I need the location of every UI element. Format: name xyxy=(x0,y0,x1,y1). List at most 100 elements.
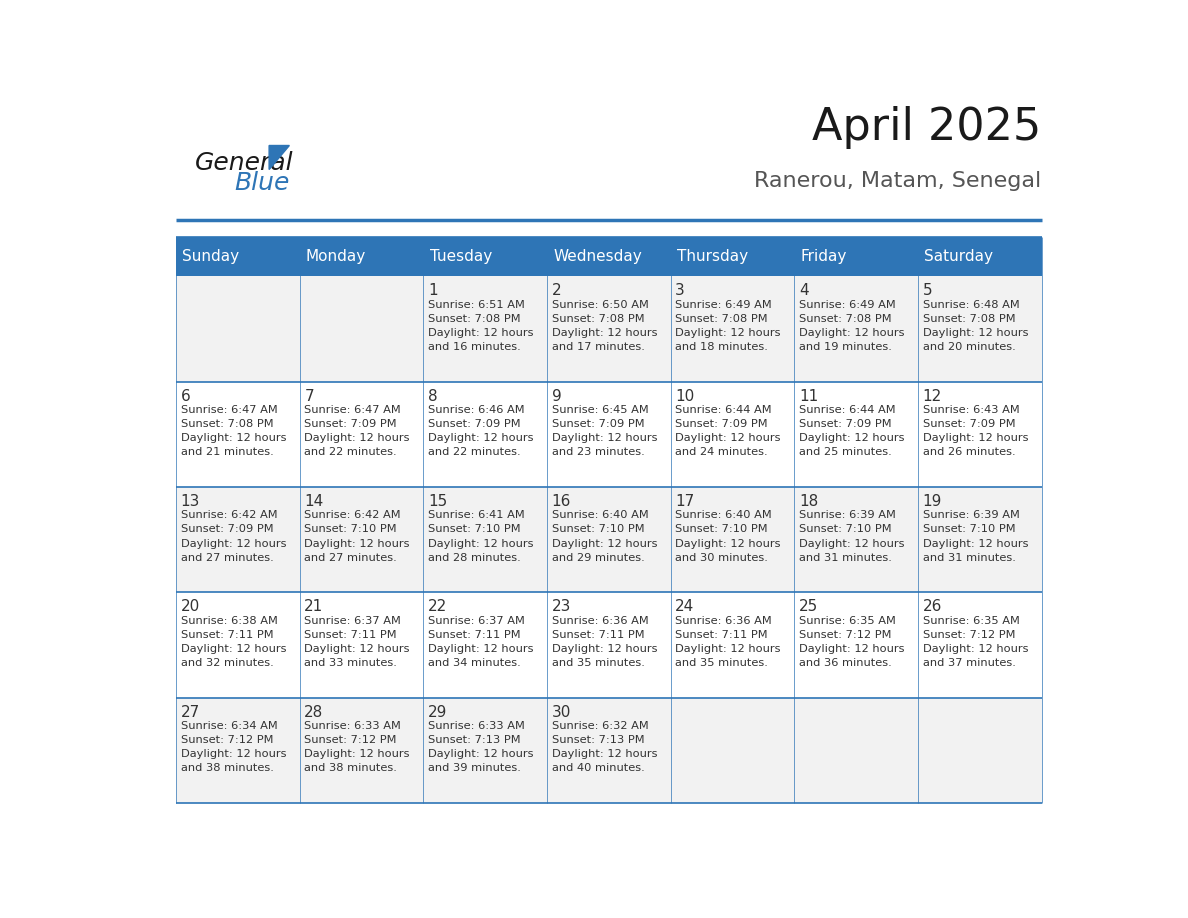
Text: 8: 8 xyxy=(428,388,437,404)
Text: Ranerou, Matam, Senegal: Ranerou, Matam, Senegal xyxy=(754,172,1042,192)
Text: Daylight: 12 hours: Daylight: 12 hours xyxy=(551,749,657,759)
Text: and 19 minutes.: and 19 minutes. xyxy=(798,342,892,352)
Text: and 23 minutes.: and 23 minutes. xyxy=(551,447,644,457)
Bar xyxy=(795,592,918,698)
Text: Sunday: Sunday xyxy=(182,250,240,264)
Text: Sunset: 7:12 PM: Sunset: 7:12 PM xyxy=(923,630,1015,640)
Text: Sunrise: 6:37 AM: Sunrise: 6:37 AM xyxy=(428,616,525,625)
Text: Sunrise: 6:41 AM: Sunrise: 6:41 AM xyxy=(428,510,525,521)
Bar xyxy=(176,238,299,276)
Text: Daylight: 12 hours: Daylight: 12 hours xyxy=(675,644,781,654)
Text: Sunrise: 6:36 AM: Sunrise: 6:36 AM xyxy=(551,616,649,625)
Text: Sunset: 7:09 PM: Sunset: 7:09 PM xyxy=(551,419,644,429)
Text: Sunset: 7:08 PM: Sunset: 7:08 PM xyxy=(798,314,891,324)
Text: and 25 minutes.: and 25 minutes. xyxy=(798,447,892,457)
Bar xyxy=(918,592,1042,698)
Text: Sunrise: 6:33 AM: Sunrise: 6:33 AM xyxy=(428,721,525,731)
Text: and 30 minutes.: and 30 minutes. xyxy=(675,553,769,563)
Text: Sunset: 7:12 PM: Sunset: 7:12 PM xyxy=(798,630,891,640)
Bar xyxy=(795,487,918,592)
Text: Sunset: 7:08 PM: Sunset: 7:08 PM xyxy=(181,419,273,429)
Text: 16: 16 xyxy=(551,494,571,509)
Text: Daylight: 12 hours: Daylight: 12 hours xyxy=(181,644,286,654)
Text: and 34 minutes.: and 34 minutes. xyxy=(428,658,520,668)
Text: Daylight: 12 hours: Daylight: 12 hours xyxy=(675,433,781,443)
Text: Sunset: 7:09 PM: Sunset: 7:09 PM xyxy=(428,419,520,429)
Bar xyxy=(299,382,423,487)
Text: Sunrise: 6:43 AM: Sunrise: 6:43 AM xyxy=(923,405,1019,415)
Text: Blue: Blue xyxy=(234,171,290,195)
Text: Sunrise: 6:49 AM: Sunrise: 6:49 AM xyxy=(675,299,772,309)
Text: Sunrise: 6:39 AM: Sunrise: 6:39 AM xyxy=(798,510,896,521)
Bar xyxy=(918,276,1042,382)
Bar xyxy=(795,698,918,803)
Text: Sunset: 7:11 PM: Sunset: 7:11 PM xyxy=(304,630,397,640)
Text: and 27 minutes.: and 27 minutes. xyxy=(304,553,397,563)
Text: and 28 minutes.: and 28 minutes. xyxy=(428,553,520,563)
Bar xyxy=(671,592,795,698)
Bar xyxy=(918,698,1042,803)
Text: Tuesday: Tuesday xyxy=(430,250,492,264)
Text: Daylight: 12 hours: Daylight: 12 hours xyxy=(675,539,781,549)
Text: and 27 minutes.: and 27 minutes. xyxy=(181,553,273,563)
Text: Sunset: 7:09 PM: Sunset: 7:09 PM xyxy=(675,419,767,429)
Bar xyxy=(176,487,299,592)
Bar xyxy=(546,592,671,698)
Text: Daylight: 12 hours: Daylight: 12 hours xyxy=(304,433,410,443)
Text: 14: 14 xyxy=(304,494,323,509)
Text: 17: 17 xyxy=(675,494,695,509)
Bar xyxy=(671,382,795,487)
Text: Sunset: 7:13 PM: Sunset: 7:13 PM xyxy=(428,735,520,745)
Text: Sunset: 7:08 PM: Sunset: 7:08 PM xyxy=(923,314,1016,324)
Text: and 38 minutes.: and 38 minutes. xyxy=(304,763,397,773)
Text: 6: 6 xyxy=(181,388,190,404)
Text: Sunset: 7:12 PM: Sunset: 7:12 PM xyxy=(304,735,397,745)
Text: Daylight: 12 hours: Daylight: 12 hours xyxy=(798,328,904,338)
Bar xyxy=(795,276,918,382)
Text: Sunset: 7:11 PM: Sunset: 7:11 PM xyxy=(675,630,767,640)
Text: Daylight: 12 hours: Daylight: 12 hours xyxy=(428,433,533,443)
Text: Daylight: 12 hours: Daylight: 12 hours xyxy=(428,328,533,338)
Text: Daylight: 12 hours: Daylight: 12 hours xyxy=(428,749,533,759)
Text: Daylight: 12 hours: Daylight: 12 hours xyxy=(798,539,904,549)
Text: Sunrise: 6:47 AM: Sunrise: 6:47 AM xyxy=(181,405,278,415)
Bar xyxy=(671,276,795,382)
Text: Sunrise: 6:50 AM: Sunrise: 6:50 AM xyxy=(551,299,649,309)
Text: 12: 12 xyxy=(923,388,942,404)
Text: Sunrise: 6:49 AM: Sunrise: 6:49 AM xyxy=(798,299,896,309)
Text: and 35 minutes.: and 35 minutes. xyxy=(551,658,645,668)
Text: 23: 23 xyxy=(551,599,571,614)
Bar xyxy=(546,382,671,487)
Text: Daylight: 12 hours: Daylight: 12 hours xyxy=(181,749,286,759)
Text: Daylight: 12 hours: Daylight: 12 hours xyxy=(428,644,533,654)
Bar xyxy=(423,592,546,698)
Text: Wednesday: Wednesday xyxy=(554,250,642,264)
Bar xyxy=(546,698,671,803)
Text: Daylight: 12 hours: Daylight: 12 hours xyxy=(923,644,1028,654)
Text: Sunset: 7:10 PM: Sunset: 7:10 PM xyxy=(551,524,644,534)
Text: Sunrise: 6:39 AM: Sunrise: 6:39 AM xyxy=(923,510,1019,521)
Bar xyxy=(423,698,546,803)
Text: 25: 25 xyxy=(798,599,819,614)
Bar xyxy=(423,487,546,592)
Text: 2: 2 xyxy=(551,284,561,298)
Text: 24: 24 xyxy=(675,599,695,614)
Text: and 18 minutes.: and 18 minutes. xyxy=(675,342,769,352)
Text: 10: 10 xyxy=(675,388,695,404)
Text: Daylight: 12 hours: Daylight: 12 hours xyxy=(551,433,657,443)
Text: Sunset: 7:09 PM: Sunset: 7:09 PM xyxy=(923,419,1016,429)
Text: Sunset: 7:09 PM: Sunset: 7:09 PM xyxy=(304,419,397,429)
Text: Daylight: 12 hours: Daylight: 12 hours xyxy=(798,433,904,443)
Text: 29: 29 xyxy=(428,705,448,720)
Text: Sunset: 7:10 PM: Sunset: 7:10 PM xyxy=(428,524,520,534)
Text: Sunset: 7:10 PM: Sunset: 7:10 PM xyxy=(798,524,891,534)
Bar xyxy=(423,382,546,487)
Text: General: General xyxy=(195,151,293,175)
Text: Thursday: Thursday xyxy=(677,250,748,264)
Text: Sunset: 7:09 PM: Sunset: 7:09 PM xyxy=(181,524,273,534)
Text: 26: 26 xyxy=(923,599,942,614)
Text: Daylight: 12 hours: Daylight: 12 hours xyxy=(181,539,286,549)
Text: 4: 4 xyxy=(798,284,809,298)
Text: 19: 19 xyxy=(923,494,942,509)
Text: Daylight: 12 hours: Daylight: 12 hours xyxy=(551,539,657,549)
